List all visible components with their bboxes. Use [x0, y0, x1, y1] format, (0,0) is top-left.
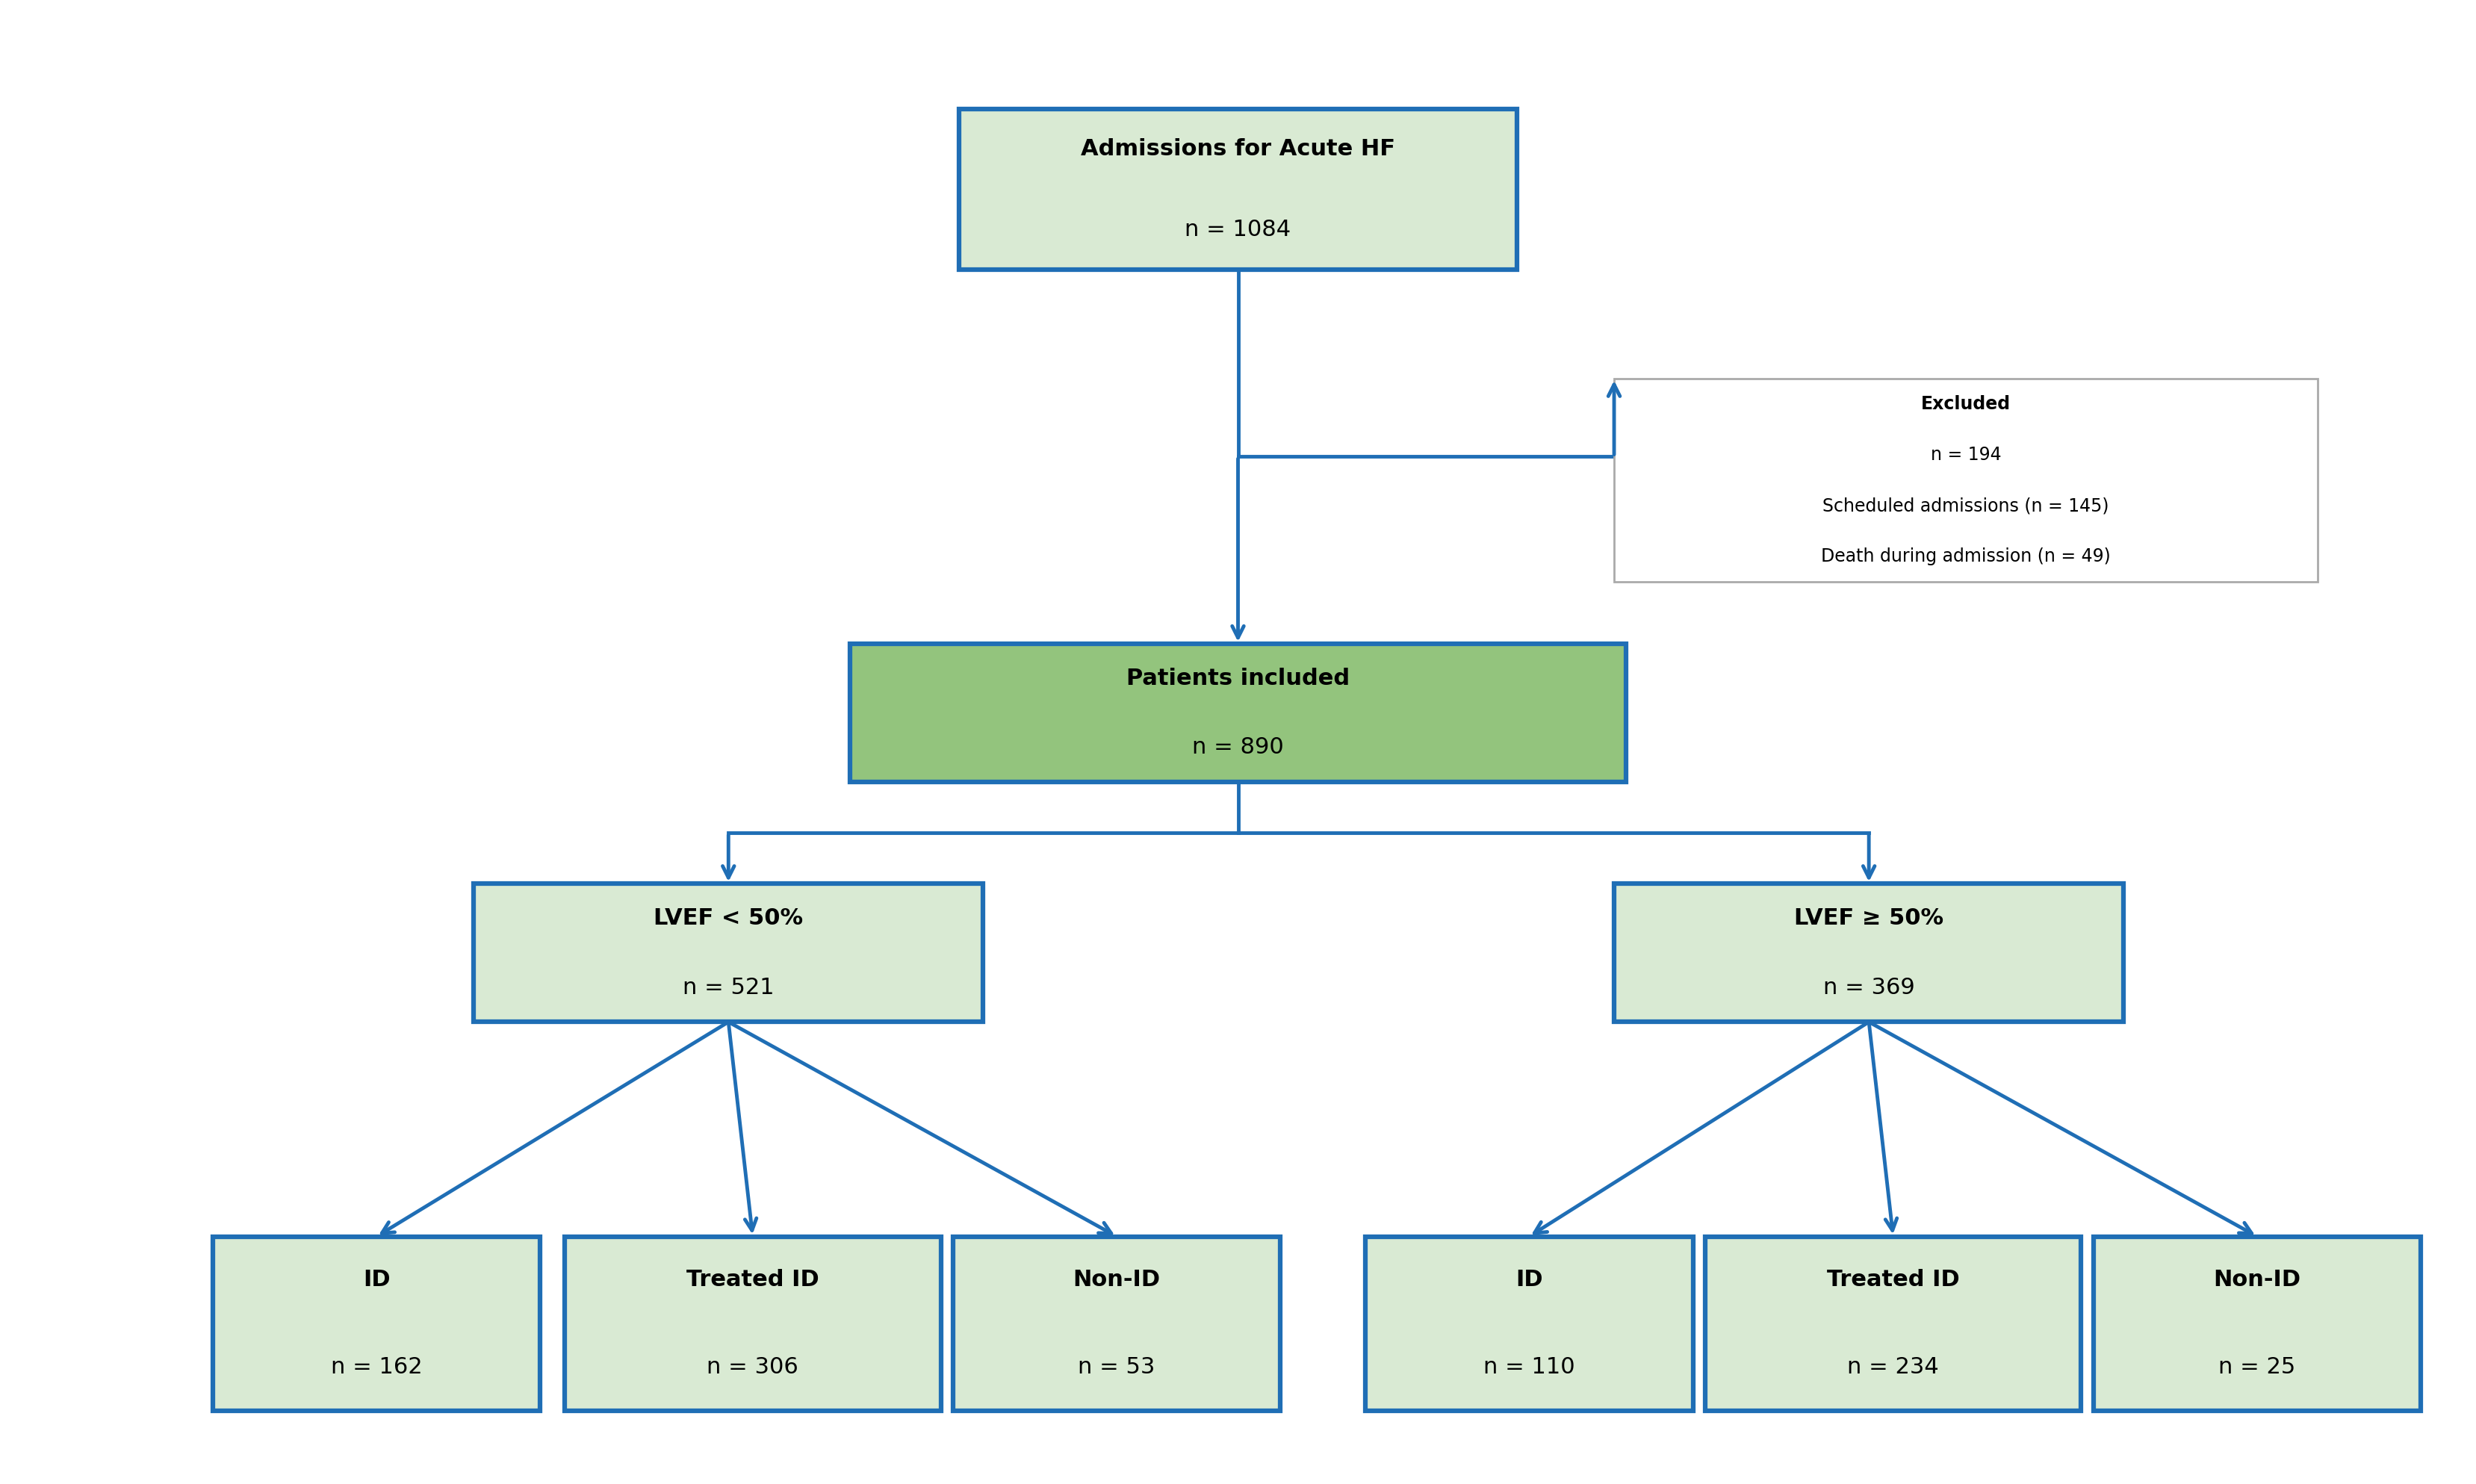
Text: n = 521: n = 521: [683, 976, 775, 999]
FancyBboxPatch shape: [953, 1236, 1280, 1411]
Text: n = 369: n = 369: [1822, 976, 1914, 999]
FancyBboxPatch shape: [849, 644, 1627, 782]
FancyBboxPatch shape: [213, 1236, 540, 1411]
Text: n = 25: n = 25: [2218, 1356, 2295, 1379]
FancyBboxPatch shape: [958, 110, 1518, 270]
Text: Patients included: Patients included: [1127, 668, 1349, 689]
FancyBboxPatch shape: [473, 884, 983, 1022]
Text: Excluded: Excluded: [1921, 395, 2011, 413]
FancyBboxPatch shape: [565, 1236, 941, 1411]
Text: ID: ID: [1515, 1269, 1543, 1291]
Text: n = 162: n = 162: [332, 1356, 423, 1379]
FancyBboxPatch shape: [1364, 1236, 1694, 1411]
Text: n = 110: n = 110: [1483, 1356, 1575, 1379]
FancyBboxPatch shape: [1614, 378, 2318, 582]
FancyBboxPatch shape: [1706, 1236, 2082, 1411]
Text: n = 890: n = 890: [1191, 736, 1285, 758]
Text: n = 194: n = 194: [1931, 445, 2001, 463]
Text: n = 1084: n = 1084: [1186, 218, 1290, 240]
Text: Admissions for Acute HF: Admissions for Acute HF: [1082, 138, 1394, 160]
Text: Treated ID: Treated ID: [1827, 1269, 1959, 1291]
Text: n = 53: n = 53: [1077, 1356, 1156, 1379]
FancyBboxPatch shape: [1614, 884, 2124, 1022]
Text: n = 306: n = 306: [706, 1356, 800, 1379]
Text: ID: ID: [364, 1269, 391, 1291]
FancyBboxPatch shape: [2092, 1236, 2422, 1411]
Text: LVEF ≥ 50%: LVEF ≥ 50%: [1795, 908, 1944, 929]
Text: Scheduled admissions (n = 145): Scheduled admissions (n = 145): [1822, 497, 2110, 515]
Text: Non-ID: Non-ID: [2214, 1269, 2300, 1291]
Text: LVEF < 50%: LVEF < 50%: [654, 908, 802, 929]
Text: Death during admission (n = 49): Death during admission (n = 49): [1822, 548, 2110, 565]
Text: n = 234: n = 234: [1847, 1356, 1939, 1379]
Text: Non-ID: Non-ID: [1072, 1269, 1161, 1291]
Text: Treated ID: Treated ID: [686, 1269, 820, 1291]
